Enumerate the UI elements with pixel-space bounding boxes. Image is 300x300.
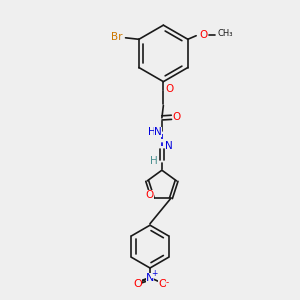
Text: CH₃: CH₃ [218, 29, 233, 38]
Text: -: - [166, 278, 169, 287]
Text: O: O [199, 30, 207, 40]
Text: N: N [146, 272, 154, 283]
Text: H: H [150, 156, 158, 166]
Text: O: O [158, 279, 167, 289]
Text: O: O [133, 279, 142, 289]
Text: N: N [154, 128, 162, 137]
Text: O: O [166, 84, 174, 94]
Text: O: O [172, 112, 181, 122]
Text: O: O [146, 190, 154, 200]
Text: N: N [165, 141, 172, 151]
Text: H: H [148, 128, 156, 137]
Text: Br: Br [111, 32, 122, 42]
Text: +: + [151, 269, 157, 278]
